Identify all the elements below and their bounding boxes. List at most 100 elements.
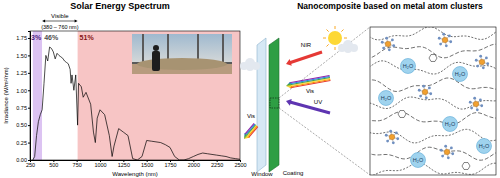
- spectrum-line: [33, 47, 240, 160]
- tick-mark: [28, 55, 30, 56]
- ligand: [418, 89, 421, 92]
- tick-label: 1.75: [16, 35, 27, 41]
- ligand: [391, 39, 394, 42]
- ligand: [392, 141, 395, 144]
- arrow-shaft: [290, 52, 322, 63]
- ligand: [439, 43, 442, 46]
- y-tick: 0.50: [16, 122, 30, 128]
- annotation-range: (380 – 760 nm): [41, 24, 78, 30]
- sun-ray: [344, 38, 347, 39]
- ligand: [441, 155, 444, 158]
- cluster-core: [389, 134, 395, 140]
- cloud: [338, 40, 358, 53]
- ligand: [422, 85, 425, 88]
- cluster-core: [442, 37, 448, 43]
- zoom-box: [370, 27, 496, 175]
- coating-layer: [269, 38, 279, 172]
- x-tick: 250: [26, 160, 35, 168]
- ligand: [385, 134, 388, 137]
- light-arrow: [244, 123, 258, 139]
- coating-label: Coating: [283, 170, 304, 176]
- diagram: Nanocomposite based on metal atom cluste…: [240, 1, 500, 177]
- tick-label: 1750: [164, 162, 176, 168]
- sun-disc: [328, 31, 342, 45]
- arrow-label: UV: [314, 99, 322, 105]
- tick-label: 1.00: [16, 88, 27, 94]
- visible-arrow: [44, 21, 75, 22]
- tick-label: 2250: [211, 162, 223, 168]
- window-label: Window: [251, 171, 273, 177]
- metal-cluster: [440, 145, 454, 160]
- polymer-chain: [370, 27, 496, 40]
- light-arrow: [286, 52, 322, 66]
- arrow-label: Vis: [247, 113, 255, 119]
- ligand: [449, 40, 452, 43]
- water-label: H₂O: [445, 121, 456, 127]
- ligand: [419, 95, 422, 98]
- y-axis-title: Irradiance (W/m²/nm): [3, 67, 9, 124]
- tick-label: 1250: [118, 162, 130, 168]
- water-molecule: [443, 117, 458, 132]
- arrow-shaft: [290, 102, 330, 113]
- sun-ray: [341, 30, 343, 32]
- ligand: [392, 44, 395, 47]
- ligand: [396, 137, 399, 140]
- annotation-label: Visible: [51, 13, 69, 19]
- y-axis: 0.000.250.500.751.001.251.501.75: [16, 32, 30, 164]
- zoom-line: [279, 108, 370, 175]
- polymer-chain: [370, 112, 496, 124]
- polymer-chain: [370, 163, 496, 175]
- arrow-head: [286, 99, 292, 106]
- ligand: [476, 108, 479, 111]
- tick-label: 500: [49, 162, 58, 168]
- sun-ray: [327, 30, 329, 32]
- tick-mark: [28, 160, 30, 161]
- x-tick: 2250: [211, 160, 223, 168]
- person-body: [152, 51, 160, 71]
- ligand: [479, 55, 482, 58]
- tick-label: 0.75: [16, 105, 27, 111]
- ligand: [444, 145, 447, 148]
- sun-ray: [335, 26, 336, 29]
- ligand: [486, 62, 489, 65]
- sun-ray: [327, 44, 329, 46]
- zoom-marker: [270, 98, 279, 108]
- tick-label: 1.25: [16, 70, 27, 76]
- region-band: [42, 31, 77, 160]
- tick-label: 1.50: [16, 53, 27, 59]
- ligand: [451, 152, 454, 155]
- cloud-puff: [246, 63, 254, 71]
- tick-label: 2500: [234, 162, 246, 168]
- ligand: [469, 101, 472, 104]
- window-frame: [142, 34, 144, 64]
- metal-cluster: [469, 97, 483, 112]
- x-axis-title: Wavelength (nm): [112, 171, 157, 177]
- metal-cluster: [418, 85, 432, 100]
- ligand: [386, 140, 389, 143]
- cloud: [240, 58, 260, 71]
- sun-ray: [335, 47, 336, 50]
- y-tick: 0.25: [16, 140, 30, 146]
- figure: 0.000.250.500.751.001.251.501.7525050075…: [0, 0, 500, 178]
- hills: [137, 58, 227, 70]
- window-frame: [222, 34, 224, 64]
- x-axis: 2505007501000125015001750200022502500: [26, 160, 247, 168]
- water-label: H₂O: [479, 143, 490, 149]
- cloud-puff: [344, 45, 352, 53]
- ligand: [382, 47, 385, 50]
- ligand: [440, 149, 443, 152]
- tick-mark: [28, 108, 30, 109]
- axis-line: [31, 161, 241, 163]
- window-pane: [257, 38, 266, 172]
- arrow-band: [245, 123, 254, 134]
- x-tick: 2000: [188, 160, 200, 168]
- ligand: [445, 44, 448, 47]
- x-tick: 750: [73, 160, 82, 168]
- arrow-label: Vis: [306, 88, 314, 94]
- tick-label: 250: [26, 162, 35, 168]
- arrow-band: [245, 124, 254, 135]
- ligand: [476, 65, 479, 68]
- arrow-head: [286, 59, 292, 66]
- ligand: [470, 107, 473, 110]
- cluster-core: [422, 89, 428, 95]
